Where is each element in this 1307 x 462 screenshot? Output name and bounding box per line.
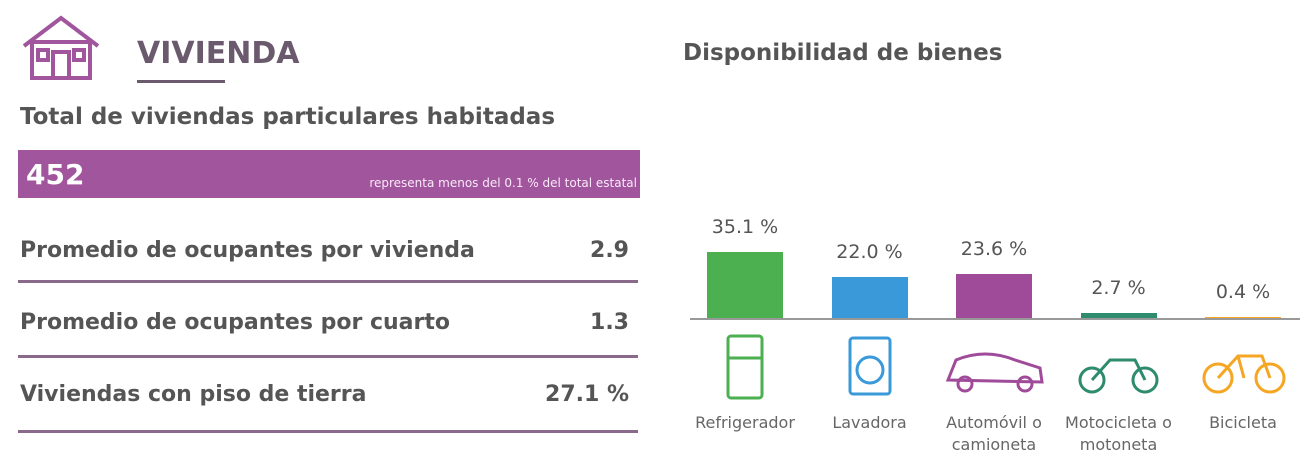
- total-note: representa menos del 0.1 % del total est…: [369, 176, 637, 190]
- bar: [956, 273, 1032, 318]
- bar: [1205, 317, 1281, 318]
- bar: [707, 252, 783, 318]
- value-label: 2.7 %: [1091, 276, 1146, 299]
- row-label: Promedio de ocupantes por vivienda: [20, 238, 475, 263]
- title: VIVIENDA: [137, 36, 300, 71]
- category-label: Motocicleta o motoneta: [1065, 413, 1172, 454]
- value-label: 0.4 %: [1215, 281, 1271, 303]
- row-value: 1.3: [590, 310, 629, 335]
- value-label: 35.1 %: [711, 216, 779, 238]
- total-value: 452: [26, 158, 85, 191]
- bar: [831, 276, 908, 318]
- category-label: Refrigerador: [695, 413, 795, 432]
- value-label: 22.0 %: [836, 240, 903, 263]
- row-label: Viviendas con piso de tierra: [20, 382, 367, 407]
- row-label: Promedio de ocupantes por cuarto: [20, 310, 450, 335]
- title-underline: [137, 80, 225, 83]
- row-line: [18, 430, 638, 433]
- row-value: 27.1 %: [545, 382, 629, 407]
- chart-title: Disponibilidad de bienes: [683, 40, 1003, 66]
- category-label: Automóvil o camioneta: [946, 413, 1042, 454]
- total-band: [18, 150, 640, 198]
- row-value: 2.9: [590, 238, 629, 263]
- icons: [726, 334, 1286, 400]
- row-line: [18, 355, 638, 358]
- row-line: [18, 280, 638, 283]
- bar: [1080, 312, 1157, 318]
- house-icon: [22, 15, 100, 80]
- category-label: Lavadora: [832, 413, 907, 432]
- baseline: [690, 318, 1300, 320]
- total-label: Total de viviendas particulares habitada…: [20, 104, 556, 130]
- value-label: 23.6 %: [960, 237, 1028, 260]
- category-label: Bicicleta: [1209, 413, 1277, 432]
